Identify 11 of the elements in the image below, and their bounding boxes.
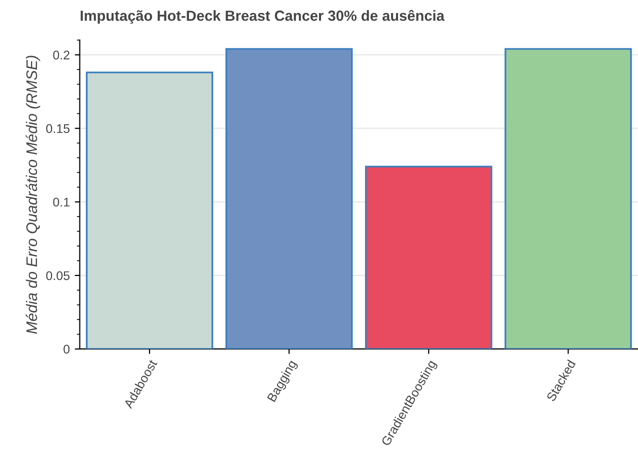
chart-title: Imputação Hot-Deck Breast Cancer 30% de ausência bbox=[80, 10, 445, 24]
y-tick-label: 0.1 bbox=[53, 198, 70, 207]
bar bbox=[86, 72, 214, 349]
bar bbox=[504, 48, 632, 349]
bar bbox=[225, 48, 353, 349]
bar bbox=[365, 166, 492, 349]
y-tick-label: 0 bbox=[64, 344, 70, 354]
y-tick-label: 0.05 bbox=[46, 271, 70, 280]
y-tick-label: 0.15 bbox=[46, 124, 70, 134]
y-tick-label: 0.2 bbox=[53, 50, 70, 60]
y-axis-title: Média do Erro Quadrático Médio (RMSE) bbox=[26, 56, 40, 334]
